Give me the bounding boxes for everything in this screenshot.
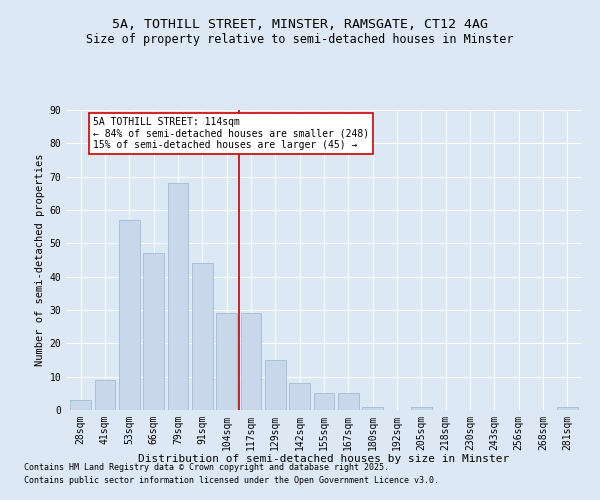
Text: 5A TOTHILL STREET: 114sqm
← 84% of semi-detached houses are smaller (248)
15% of: 5A TOTHILL STREET: 114sqm ← 84% of semi-… bbox=[93, 116, 369, 150]
Bar bbox=[143, 254, 164, 410]
Bar bbox=[557, 406, 578, 410]
Text: Contains public sector information licensed under the Open Government Licence v3: Contains public sector information licen… bbox=[24, 476, 439, 485]
Bar bbox=[192, 264, 212, 410]
X-axis label: Distribution of semi-detached houses by size in Minster: Distribution of semi-detached houses by … bbox=[139, 454, 509, 464]
Bar bbox=[314, 394, 334, 410]
Bar bbox=[362, 406, 383, 410]
Bar bbox=[70, 400, 91, 410]
Y-axis label: Number of semi-detached properties: Number of semi-detached properties bbox=[35, 154, 45, 366]
Text: Size of property relative to semi-detached houses in Minster: Size of property relative to semi-detach… bbox=[86, 32, 514, 46]
Bar bbox=[265, 360, 286, 410]
Bar bbox=[241, 314, 262, 410]
Bar bbox=[289, 384, 310, 410]
Bar bbox=[167, 184, 188, 410]
Bar bbox=[95, 380, 115, 410]
Bar bbox=[216, 314, 237, 410]
Bar bbox=[411, 406, 432, 410]
Bar bbox=[338, 394, 359, 410]
Text: Contains HM Land Registry data © Crown copyright and database right 2025.: Contains HM Land Registry data © Crown c… bbox=[24, 464, 389, 472]
Text: 5A, TOTHILL STREET, MINSTER, RAMSGATE, CT12 4AG: 5A, TOTHILL STREET, MINSTER, RAMSGATE, C… bbox=[112, 18, 488, 30]
Bar bbox=[119, 220, 140, 410]
